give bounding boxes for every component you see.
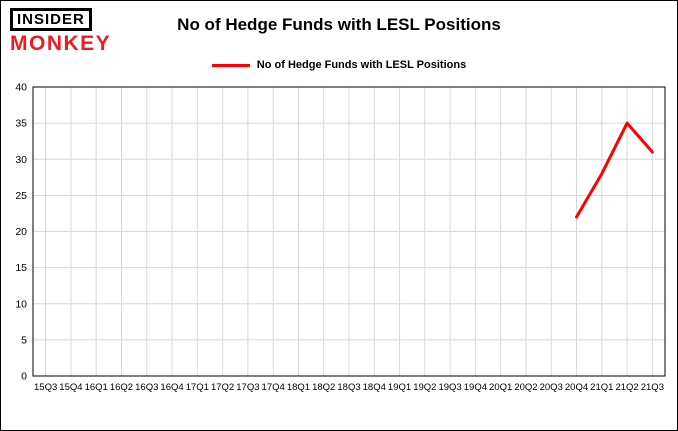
y-axis-tick-label: 35 [15, 118, 27, 130]
chart-legend: No of Hedge Funds with LESL Positions [1, 59, 677, 71]
series-line [575, 121, 654, 219]
x-axis-tick-label: 17Q1 [186, 382, 209, 393]
x-axis-tick-label: 18Q2 [312, 382, 335, 393]
y-axis-tick-label: 40 [15, 82, 27, 94]
x-axis-tick-label: 21Q2 [615, 382, 638, 393]
y-axis-tick-label: 0 [21, 371, 27, 383]
y-axis-tick-label: 30 [15, 154, 27, 166]
x-axis-tick-label: 20Q4 [565, 382, 588, 393]
y-axis-tick-label: 15 [15, 262, 27, 274]
x-axis-tick-label: 17Q4 [262, 382, 285, 393]
y-axis-tick-label: 20 [15, 226, 27, 238]
x-axis-tick-label: 16Q2 [110, 382, 133, 393]
x-axis-tick-label: 15Q4 [59, 382, 82, 393]
x-axis-tick-label: 21Q1 [590, 382, 613, 393]
x-axis-tick-label: 17Q3 [236, 382, 259, 393]
insider-monkey-logo: INSIDER MONKEY [10, 8, 111, 54]
x-axis-tick-label: 19Q2 [413, 382, 436, 393]
logo-monkey-text: MONKEY [10, 32, 112, 55]
x-axis-tick-label: 15Q3 [34, 382, 57, 393]
x-axis-tick-label: 19Q3 [438, 382, 461, 393]
x-axis-tick-label: 18Q1 [287, 382, 310, 393]
x-axis-tick-label: 21Q3 [641, 382, 664, 393]
x-axis-tick-label: 20Q3 [540, 382, 563, 393]
x-axis-tick-label: 18Q4 [363, 382, 386, 393]
x-axis-tick-label: 20Q1 [489, 382, 512, 393]
x-axis-tick-label: 19Q4 [464, 382, 487, 393]
chart-title: No of Hedge Funds with LESL Positions [177, 15, 501, 34]
plot-border [32, 86, 666, 377]
legend-line-swatch [211, 63, 250, 67]
x-axis-tick-label: 18Q3 [337, 382, 360, 393]
x-axis-tick-label: 20Q2 [514, 382, 537, 393]
x-axis-tick-label: 17Q2 [211, 382, 234, 393]
y-axis-tick-label: 25 [15, 190, 27, 202]
logo-insider-text: INSIDER [10, 8, 92, 31]
legend-label: No of Hedge Funds with LESL Positions [256, 59, 467, 71]
y-axis-tick-label: 10 [15, 298, 27, 310]
x-axis-tick-label: 16Q4 [160, 382, 183, 393]
y-axis-tick-label: 5 [21, 334, 27, 346]
x-axis-tick-label: 19Q1 [388, 382, 411, 393]
x-axis-tick-label: 16Q1 [85, 382, 108, 393]
x-axis-tick-label: 16Q3 [135, 382, 158, 393]
